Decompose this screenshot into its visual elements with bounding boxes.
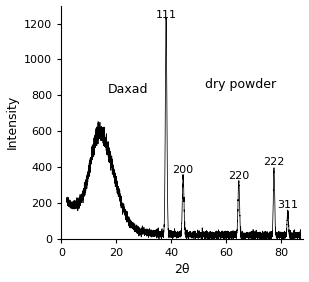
X-axis label: 2θ: 2θ [175,263,190,276]
Y-axis label: Intensity: Intensity [6,95,19,149]
Text: 222: 222 [263,157,285,167]
Text: 111: 111 [156,10,177,20]
Text: 311: 311 [277,200,298,210]
Text: 200: 200 [173,165,194,175]
Text: dry powder: dry powder [205,78,276,91]
Text: 220: 220 [228,171,249,181]
Text: Daxad: Daxad [108,83,149,96]
